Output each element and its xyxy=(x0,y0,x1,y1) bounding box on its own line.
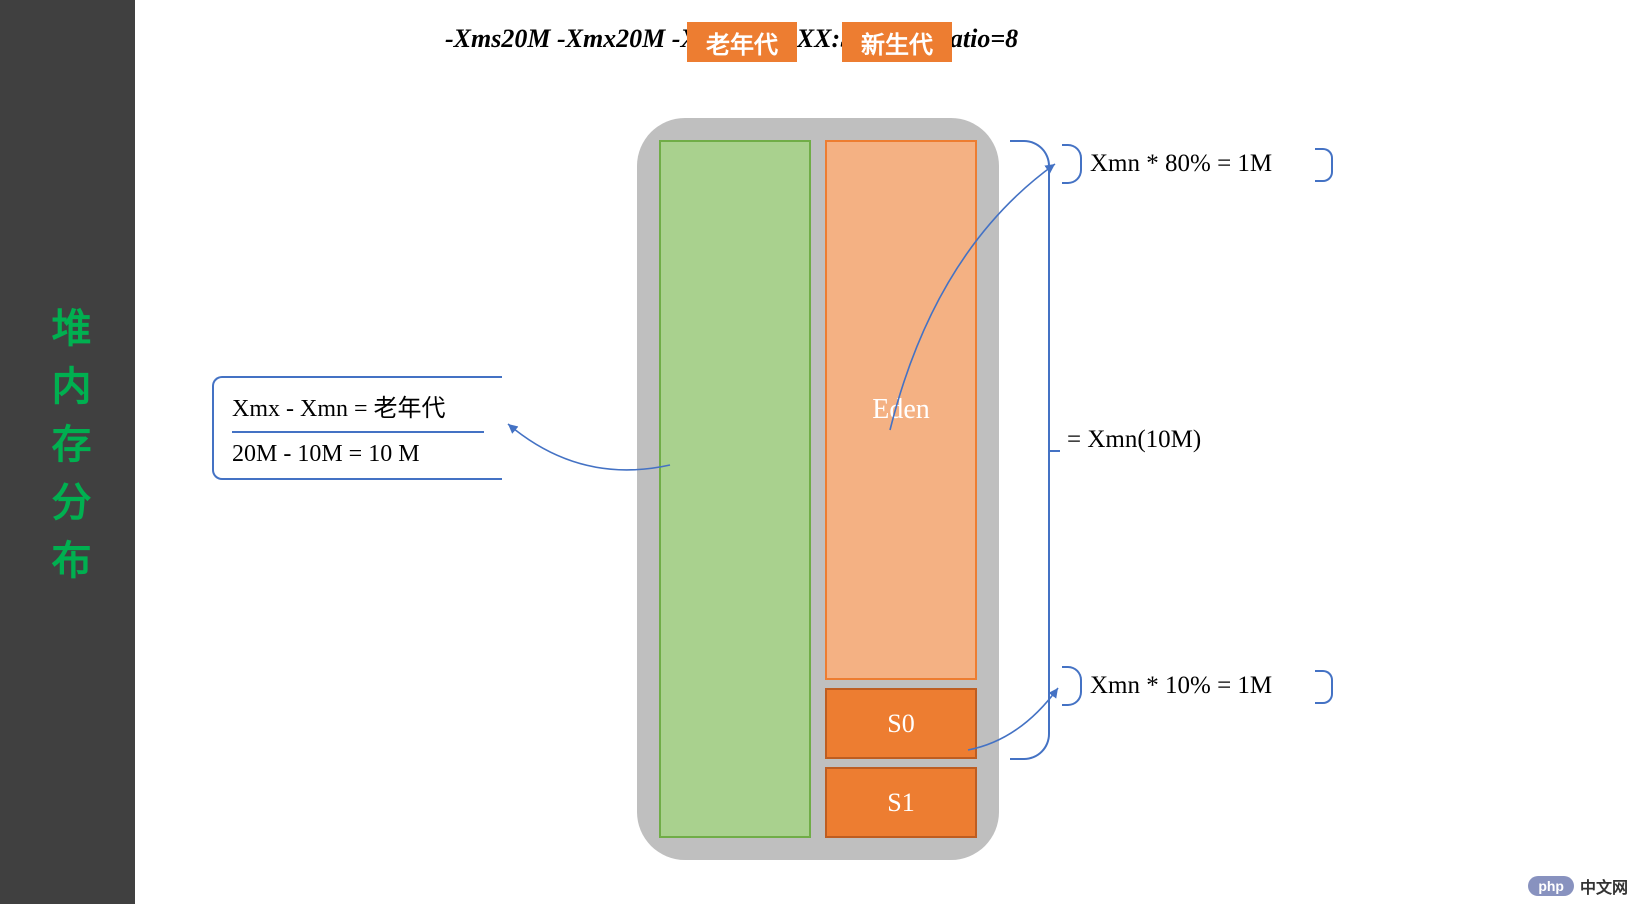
formula-line1: Xmx - Xmn = 老年代 xyxy=(232,388,484,433)
watermark: php 中文网 xyxy=(1528,874,1628,898)
eden-block: Eden xyxy=(825,140,977,680)
bracket-survivor xyxy=(1062,666,1082,706)
young-gen-brace xyxy=(1010,140,1050,760)
old-gen-formula: Xmx - Xmn = 老年代 20M - 10M = 10 M xyxy=(212,376,502,480)
php-logo-icon: php xyxy=(1528,876,1574,896)
young-generation-block: Eden S0 S1 xyxy=(825,140,977,838)
survivor1-block: S1 xyxy=(825,767,977,838)
xmn-total-formula: = Xmn(10M) xyxy=(1067,426,1201,454)
old-gen-header: 老年代 xyxy=(687,22,797,62)
bracket-eden xyxy=(1062,144,1082,184)
eden-formula: Xmn * 80% = 1M xyxy=(1090,150,1272,178)
bracket-survivor-end xyxy=(1315,670,1333,704)
watermark-text: 中文网 xyxy=(1580,874,1628,898)
formula-line2: 20M - 10M = 10 M xyxy=(232,441,484,468)
survivor-formula: Xmn * 10% = 1M xyxy=(1090,672,1272,700)
young-gen-header: 新生代 xyxy=(842,22,952,62)
sidebar-title: 堆内存分布 xyxy=(39,307,97,597)
survivor0-block: S0 xyxy=(825,688,977,759)
sidebar: 堆内存分布 xyxy=(0,0,135,904)
heap-container: Eden S0 S1 xyxy=(637,118,999,860)
old-generation-block xyxy=(659,140,811,838)
bracket-eden-end xyxy=(1315,148,1333,182)
